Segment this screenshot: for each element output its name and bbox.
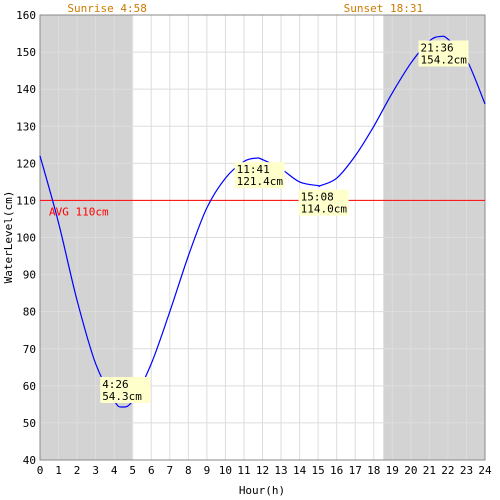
y-tick-label: 110 (16, 194, 36, 207)
extremum-time: 15:08 (301, 191, 334, 204)
extremum-label-box (234, 162, 285, 189)
y-tick-label: 130 (16, 120, 36, 133)
x-tick-label: 21 (423, 464, 436, 477)
x-tick-label: 19 (386, 464, 399, 477)
axis-ticks: 0 1 2 3 4 5 6 7 8 9 10 11 12 13 14 15 16 17 18 19 20 21 22 23 24… (16, 9, 492, 477)
x-tick-label: 14 (293, 464, 307, 477)
extremum-level: 154.2cm (421, 54, 468, 67)
x-tick-label: 2 (74, 464, 81, 477)
x-tick-label: 13 (274, 464, 287, 477)
x-tick-label: 6 (148, 464, 155, 477)
extremum-level: 114.0cm (301, 203, 348, 216)
sunrise-label: Sunrise 4:58 (67, 2, 146, 15)
extremum-level: 121.4cm (237, 175, 284, 188)
average-label: AVG 110cm (49, 205, 109, 218)
y-axis-title: WaterLevel(cm) (2, 191, 15, 284)
y-tick-label: 160 (16, 9, 36, 22)
x-axis-title: Hour(h) (239, 484, 285, 497)
x-tick-label: 7 (166, 464, 173, 477)
extremum-time: 21:36 (421, 42, 454, 55)
x-tick-label: 10 (219, 464, 232, 477)
x-tick-label: 15 (312, 464, 325, 477)
y-tick-label: 40 (23, 454, 36, 467)
x-tick-label: 18 (367, 464, 380, 477)
extremum-level: 54.3cm (102, 390, 142, 403)
extremum-time: 4:26 (102, 378, 129, 391)
y-tick-label: 80 (23, 306, 36, 319)
plot-frame (39, 14, 486, 461)
x-tick-label: 3 (92, 464, 99, 477)
extremum-label-box (298, 189, 349, 216)
y-tick-label: 150 (16, 46, 36, 59)
x-tick-label: 16 (330, 464, 343, 477)
x-tick-label: 23 (460, 464, 473, 477)
x-tick-label: 0 (37, 464, 44, 477)
x-tick-label: 9 (204, 464, 211, 477)
y-tick-label: 70 (23, 343, 36, 356)
x-tick-label: 8 (185, 464, 192, 477)
extremum-label-box (100, 376, 151, 403)
x-tick-label: 24 (478, 464, 492, 477)
y-tick-label: 90 (23, 269, 36, 282)
x-tick-label: 20 (404, 464, 417, 477)
extremum-label-box (418, 40, 469, 67)
y-tick-label: 140 (16, 83, 36, 96)
x-tick-label: 5 (129, 464, 136, 477)
y-tick-label: 120 (16, 157, 36, 170)
x-tick-label: 11 (237, 464, 250, 477)
x-tick-label: 22 (441, 464, 454, 477)
water-level-line (39, 35, 486, 408)
sunset-label: Sunset 18:31 (344, 2, 423, 15)
extremum-time: 11:41 (237, 163, 270, 176)
y-tick-label: 60 (23, 380, 36, 393)
x-tick-label: 1 (55, 464, 62, 477)
y-tick-label: 50 (23, 417, 36, 430)
y-tick-label: 100 (16, 232, 36, 245)
x-tick-label: 4 (111, 464, 118, 477)
x-tick-label: 12 (256, 464, 269, 477)
x-tick-label: 17 (349, 464, 362, 477)
